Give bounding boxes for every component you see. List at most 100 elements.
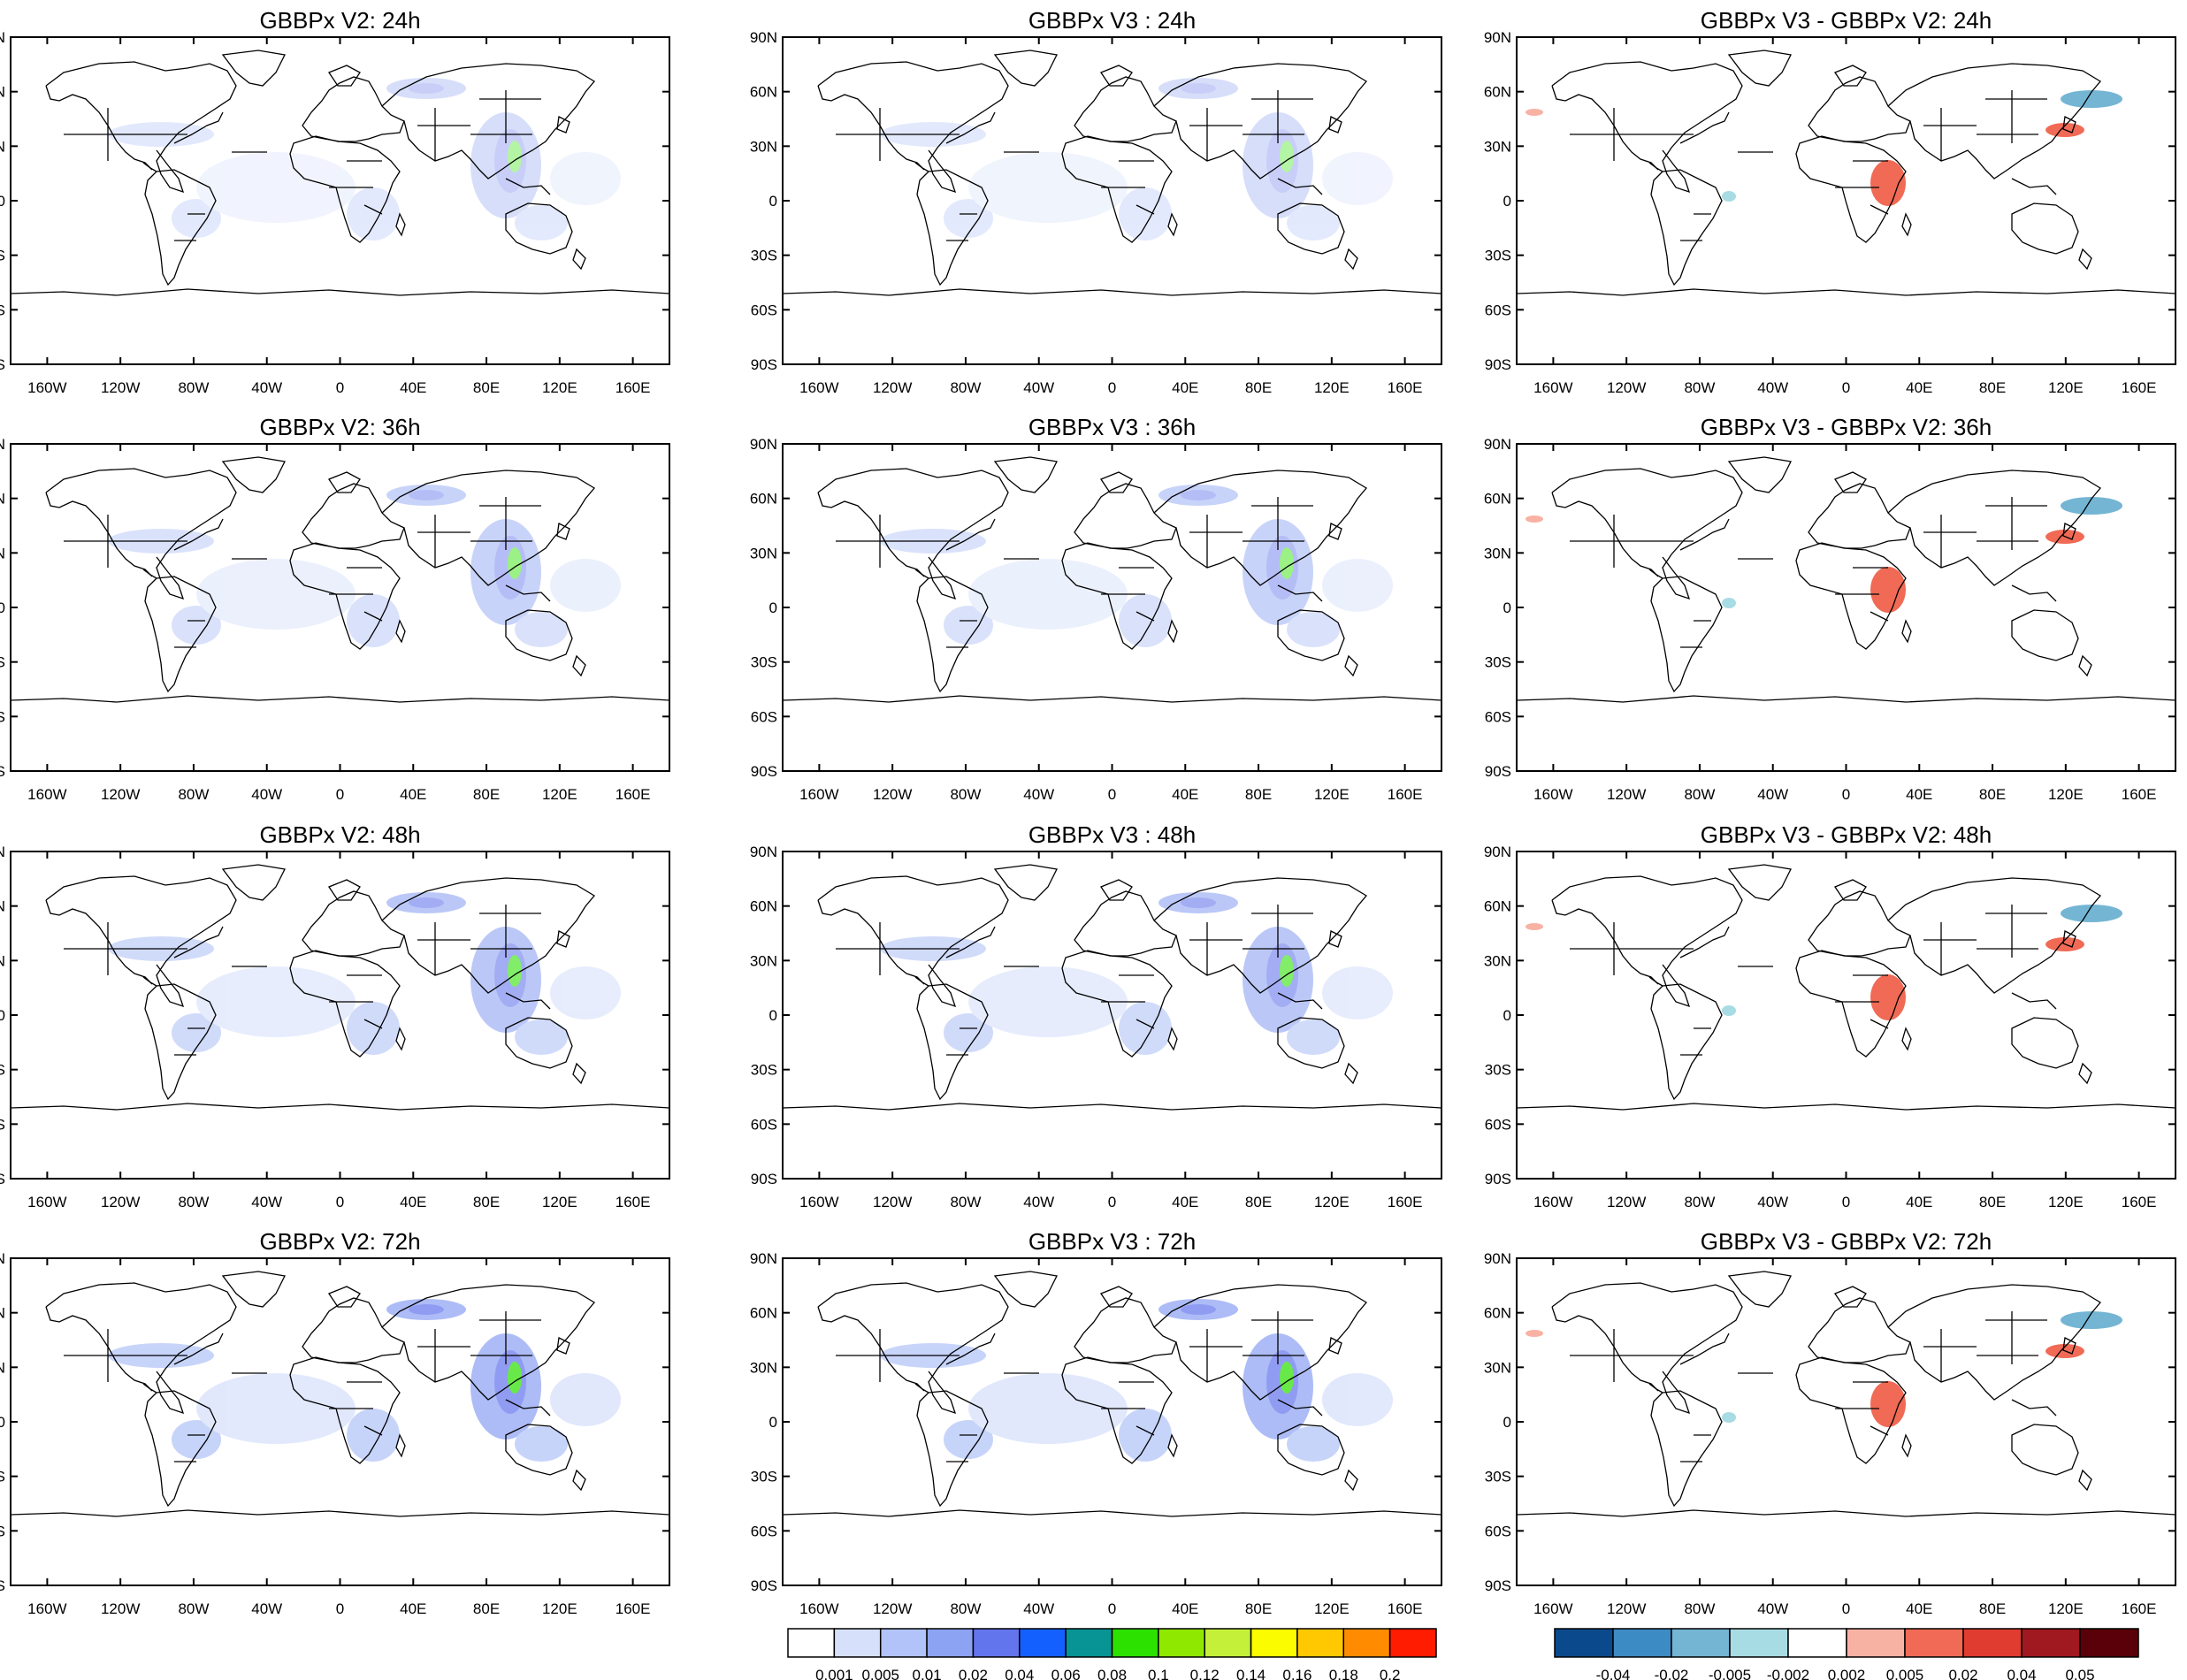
lon-tick-label: 40W <box>251 379 282 396</box>
lon-tick-label: 0 <box>336 379 344 396</box>
colorbar-label: 0.08 <box>1097 1667 1127 1680</box>
lat-tick-label: 30S <box>1485 248 1511 264</box>
lon-tick-label: 160E <box>1388 1194 1423 1210</box>
lon-tick-label: 80E <box>1245 1194 1272 1210</box>
lat-tick-label: 60N <box>1484 1305 1511 1322</box>
colorbar-label: 0.06 <box>1051 1667 1081 1680</box>
lat-tick-label: 0 <box>0 599 5 616</box>
lat-tick-label: 90S <box>751 763 777 780</box>
lat-tick-label: 0 <box>1503 1414 1511 1431</box>
lat-tick-label: 30S <box>0 1062 5 1079</box>
lat-tick-label: 30S <box>751 1062 777 1079</box>
lon-tick-label: 0 <box>1108 1600 1116 1617</box>
lon-tick-label: 120W <box>101 1600 140 1617</box>
lat-tick-label: 30S <box>1485 1062 1511 1079</box>
colorbar-swatch <box>1065 1628 1113 1658</box>
lon-tick-label: 40E <box>1906 1194 1932 1210</box>
lat-tick-label: 60N <box>0 491 5 508</box>
lat-tick-label: 30N <box>1484 138 1511 155</box>
lat-tick-label: 30S <box>0 248 5 264</box>
lon-tick-label: 120E <box>1314 786 1350 803</box>
lat-tick-label: 60N <box>1484 84 1511 101</box>
lat-tick-label: 60S <box>1485 708 1511 725</box>
colorbar-label: 0.14 <box>1236 1667 1266 1680</box>
lon-tick-label: 40W <box>1757 379 1788 396</box>
map-panel: GBBPx V3 - GBBPx V2: 24h 90N 60N 30N 0 30S 60S… <box>1484 7 2176 396</box>
map-panel: GBBPx V3 : 24h 90N 60N 30N 0 30S 60S 90S 160W 120… <box>750 7 1442 396</box>
lon-tick-label: 120W <box>1607 786 1646 803</box>
lon-tick-label: 40E <box>400 1194 426 1210</box>
lat-tick-label: 90S <box>751 1577 777 1594</box>
lat-tick-label: 90N <box>750 1250 777 1267</box>
colorbar-swatch <box>787 1628 836 1658</box>
colorbar-swatch <box>1787 1628 1847 1658</box>
colorbar-label: 0.18 <box>1329 1667 1358 1680</box>
lon-tick-label: 120E <box>2048 1194 2084 1210</box>
lat-tick-label: 0 <box>0 1414 5 1431</box>
lat-tick-label: 90S <box>1485 356 1511 373</box>
lon-tick-label: 80W <box>1684 1194 1715 1210</box>
colorbar-label: 0.002 <box>1828 1667 1866 1680</box>
lon-tick-label: 120W <box>873 1600 912 1617</box>
lon-tick-label: 160W <box>799 1194 838 1210</box>
colorbar-swatch <box>1019 1628 1067 1658</box>
lon-tick-label: 0 <box>1108 1194 1116 1210</box>
colorbar-label: -0.005 <box>1709 1667 1751 1680</box>
lat-tick-label: 60S <box>751 708 777 725</box>
lon-tick-label: 160W <box>27 786 66 803</box>
lat-tick-label: 60S <box>0 1116 5 1133</box>
lon-tick-label: 160E <box>616 1194 651 1210</box>
lon-tick-label: 80W <box>1684 786 1715 803</box>
lat-tick-label: 60S <box>1485 1523 1511 1539</box>
map-panel: GBBPx V2: 72h 90N 60N 30N 0 30S 60S 90S 160W 120W… <box>0 1228 670 1617</box>
colorbar-label: 0.005 <box>861 1667 899 1680</box>
colorbar-swatch <box>1342 1628 1391 1658</box>
colorbar-swatch <box>833 1628 882 1658</box>
lat-tick-label: 90S <box>751 1171 777 1187</box>
colorbar-label: -0.002 <box>1767 1667 1809 1680</box>
lon-tick-label: 160E <box>2122 1600 2157 1617</box>
lat-tick-label: 90S <box>751 356 777 373</box>
lon-tick-label: 160E <box>616 379 651 396</box>
lat-tick-label: 90N <box>1484 29 1511 46</box>
lon-tick-label: 40E <box>1172 1600 1198 1617</box>
colorbar-label: 0.2 <box>1380 1667 1401 1680</box>
lat-tick-label: 0 <box>1503 1007 1511 1024</box>
lon-tick-label: 0 <box>1842 786 1850 803</box>
lon-tick-label: 160E <box>1388 379 1423 396</box>
lon-tick-label: 40E <box>400 786 426 803</box>
lon-tick-label: 160E <box>616 786 651 803</box>
colorbar-label: 0.02 <box>959 1667 988 1680</box>
lon-tick-label: 160W <box>1533 1600 1572 1617</box>
colorbar-label: 0.01 <box>913 1667 942 1680</box>
lat-tick-label: 30N <box>1484 952 1511 969</box>
lat-tick-label: 60S <box>751 1116 777 1133</box>
lat-tick-label: 60N <box>0 1305 5 1322</box>
lon-tick-label: 0 <box>1108 786 1116 803</box>
lat-tick-label: 90N <box>1484 1250 1511 1267</box>
lon-tick-label: 120E <box>2048 1600 2084 1617</box>
lat-tick-label: 90N <box>0 436 5 453</box>
panel-title: GBBPx V3 - GBBPx V2: 24h <box>1701 7 1992 34</box>
lon-tick-label: 80E <box>1245 786 1272 803</box>
colorbar-swatch <box>972 1628 1021 1658</box>
lat-tick-label: 60N <box>0 84 5 101</box>
lon-tick-label: 120E <box>1314 1600 1350 1617</box>
lon-tick-label: 40E <box>1172 786 1198 803</box>
lon-tick-label: 160E <box>1388 786 1423 803</box>
lat-tick-label: 60S <box>751 1523 777 1539</box>
lon-tick-label: 80W <box>178 1600 209 1617</box>
lon-tick-label: 80W <box>178 1194 209 1210</box>
lat-tick-label: 60N <box>750 898 777 915</box>
lat-tick-label: 60N <box>750 1305 777 1322</box>
lat-tick-label: 60N <box>1484 898 1511 915</box>
lon-tick-label: 120W <box>873 1194 912 1210</box>
difference-field <box>1526 1311 2122 1427</box>
colorbar-label: 0.12 <box>1190 1667 1220 1680</box>
colorbar-swatch <box>1111 1628 1159 1658</box>
lon-tick-label: 160W <box>1533 786 1572 803</box>
lon-tick-label: 120E <box>542 786 577 803</box>
lat-tick-label: 60S <box>0 302 5 318</box>
lon-tick-label: 160E <box>2122 379 2157 396</box>
panel-title: GBBPx V3 : 24h <box>1029 7 1196 34</box>
